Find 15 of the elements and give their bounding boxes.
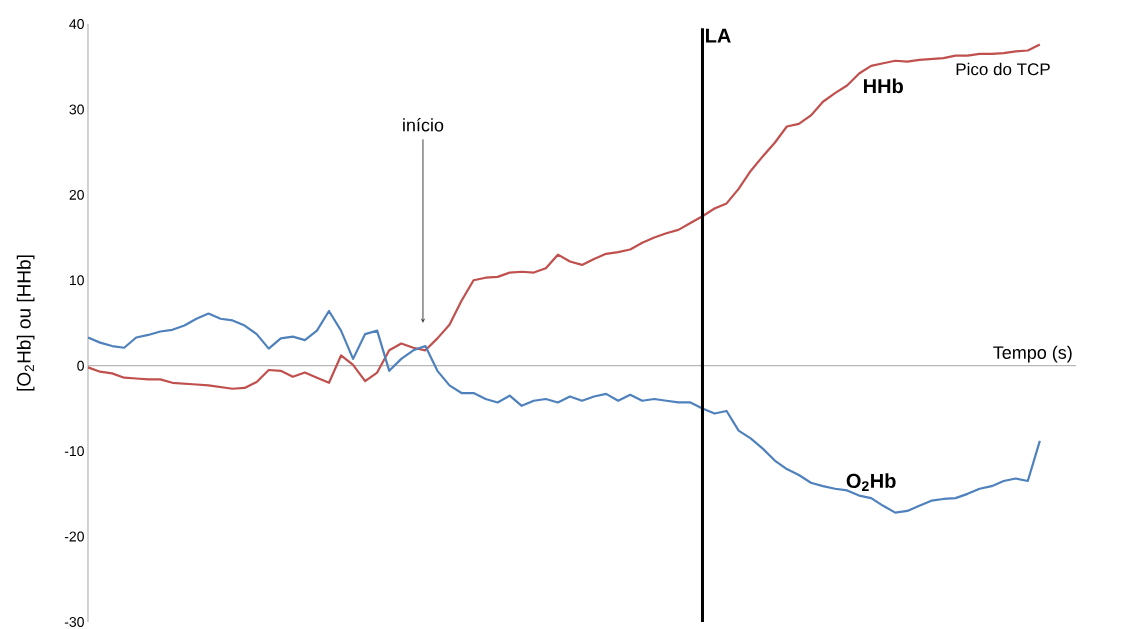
y-axis-title: [O$_{2}$Hb] ou [HHb] [16, 255, 35, 391]
annotation: Pico do TCP [956, 62, 1050, 76]
y-tick-label: -30 [64, 617, 84, 627]
y-tick-label: -10 [64, 446, 84, 457]
annotation: início [403, 118, 444, 132]
y-tick-label: 30 [69, 104, 84, 115]
annotation: LA [706, 28, 731, 43]
y-tick-label: 10 [69, 275, 84, 286]
series-label: O$_{2}$Hb [846, 473, 896, 491]
y-tick-label: 0 [77, 360, 84, 371]
x-axis-title: Tempo (s) [993, 345, 1072, 363]
series-label: HHb [863, 78, 903, 94]
y-tick-label: -20 [64, 531, 84, 542]
y-tick-label: 20 [69, 189, 84, 200]
y-tick-label: 40 [69, 19, 84, 29]
